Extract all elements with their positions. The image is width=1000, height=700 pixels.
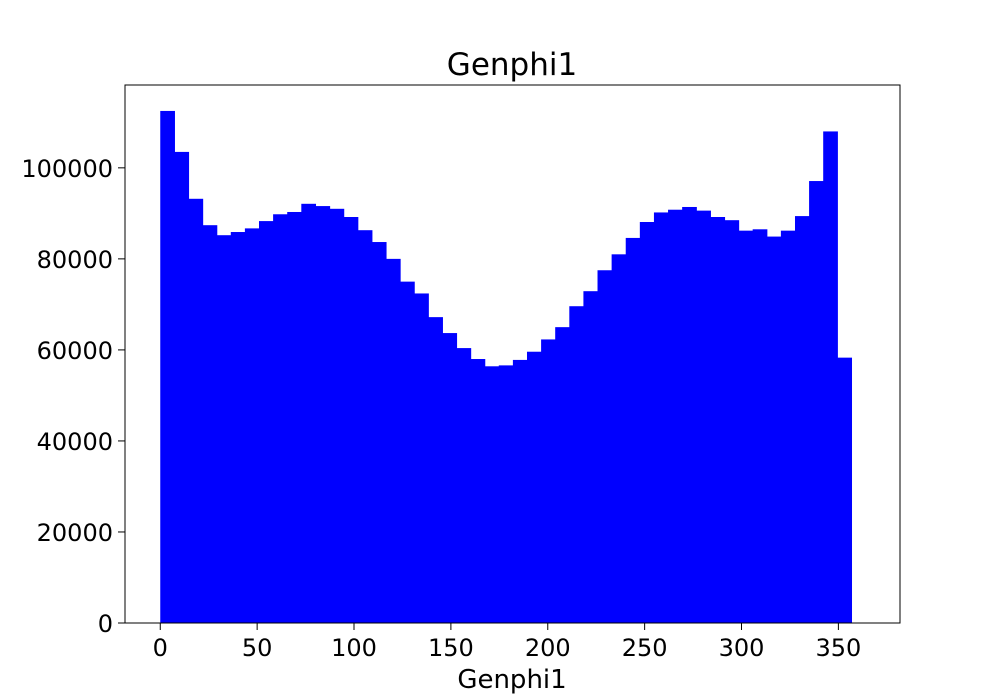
y-tick-label: 100000: [21, 155, 113, 183]
histogram-bar: [470, 359, 486, 623]
histogram-bar: [301, 203, 317, 624]
histogram-bar: [188, 198, 204, 624]
histogram-bar: [682, 206, 697, 624]
histogram-bar: [668, 209, 683, 623]
histogram-bar: [428, 317, 443, 623]
histogram-bar: [244, 228, 260, 623]
histogram-bar: [273, 214, 288, 623]
histogram-bar: [724, 220, 740, 623]
x-tick-label: 200: [525, 634, 571, 662]
histogram-bar: [653, 212, 669, 623]
histogram-bar: [512, 359, 528, 623]
histogram-bar: [442, 333, 458, 623]
x-axis: 0 50 100 150 200 250 300 350: [153, 623, 861, 662]
histogram-bar: [555, 327, 570, 623]
bars-group: [160, 110, 853, 624]
histogram-bar: [400, 281, 415, 623]
x-tick-label: 250: [622, 634, 668, 662]
histogram-bar: [823, 131, 838, 623]
y-tick-label: 20000: [37, 519, 113, 547]
y-tick-label: 40000: [37, 428, 113, 456]
plot-frame: [124, 84, 901, 624]
histogram-bar: [259, 221, 274, 623]
histogram-bar: [639, 222, 655, 623]
histogram-bar: [230, 232, 246, 623]
histogram-bar: [498, 365, 514, 623]
histogram-bar: [837, 357, 853, 623]
histogram-bar: [371, 242, 387, 623]
histogram-bar: [611, 254, 627, 623]
histogram-bar: [414, 293, 429, 623]
histogram-bar: [343, 217, 359, 623]
y-tick-label: 80000: [37, 246, 113, 274]
x-axis-label: Genphi1: [457, 665, 566, 695]
histogram-bar: [315, 206, 331, 623]
x-tick-label: 150: [428, 634, 474, 662]
histogram-bar: [597, 270, 613, 623]
y-axis: 0 20000 40000 60000 80000 100000: [21, 155, 125, 638]
histogram-bar: [456, 348, 472, 623]
histogram-bar: [216, 235, 232, 623]
histogram-bar: [766, 236, 782, 623]
y-tick-label: 0: [98, 610, 113, 638]
chart-title: Genphi1: [447, 47, 577, 83]
histogram-bar: [752, 229, 768, 624]
histogram-bar: [385, 258, 401, 623]
histogram-bar: [526, 351, 542, 623]
y-tick-label: 60000: [37, 337, 113, 365]
histogram-bar: [160, 110, 175, 623]
x-tick-label: 300: [719, 634, 765, 662]
x-tick-label: 0: [153, 634, 168, 662]
histogram-bar: [569, 306, 585, 623]
histogram-bar: [329, 208, 345, 624]
histogram-bar: [696, 210, 711, 623]
histogram-bar: [625, 237, 641, 623]
histogram-bar: [541, 339, 556, 623]
histogram-bar: [780, 230, 796, 623]
histogram-bar: [484, 366, 500, 623]
histogram-bar: [202, 225, 218, 623]
histogram-bar: [794, 216, 810, 623]
x-tick-label: 50: [242, 634, 273, 662]
histogram-bar: [583, 291, 599, 623]
histogram-bar: [809, 181, 824, 624]
histogram-bar: [710, 217, 726, 623]
histogram-bar: [357, 230, 373, 623]
x-tick-label: 350: [815, 634, 861, 662]
x-tick-label: 100: [331, 634, 377, 662]
histogram-bar: [174, 151, 190, 623]
histogram-bar: [287, 211, 302, 624]
histogram-bar: [738, 230, 754, 623]
